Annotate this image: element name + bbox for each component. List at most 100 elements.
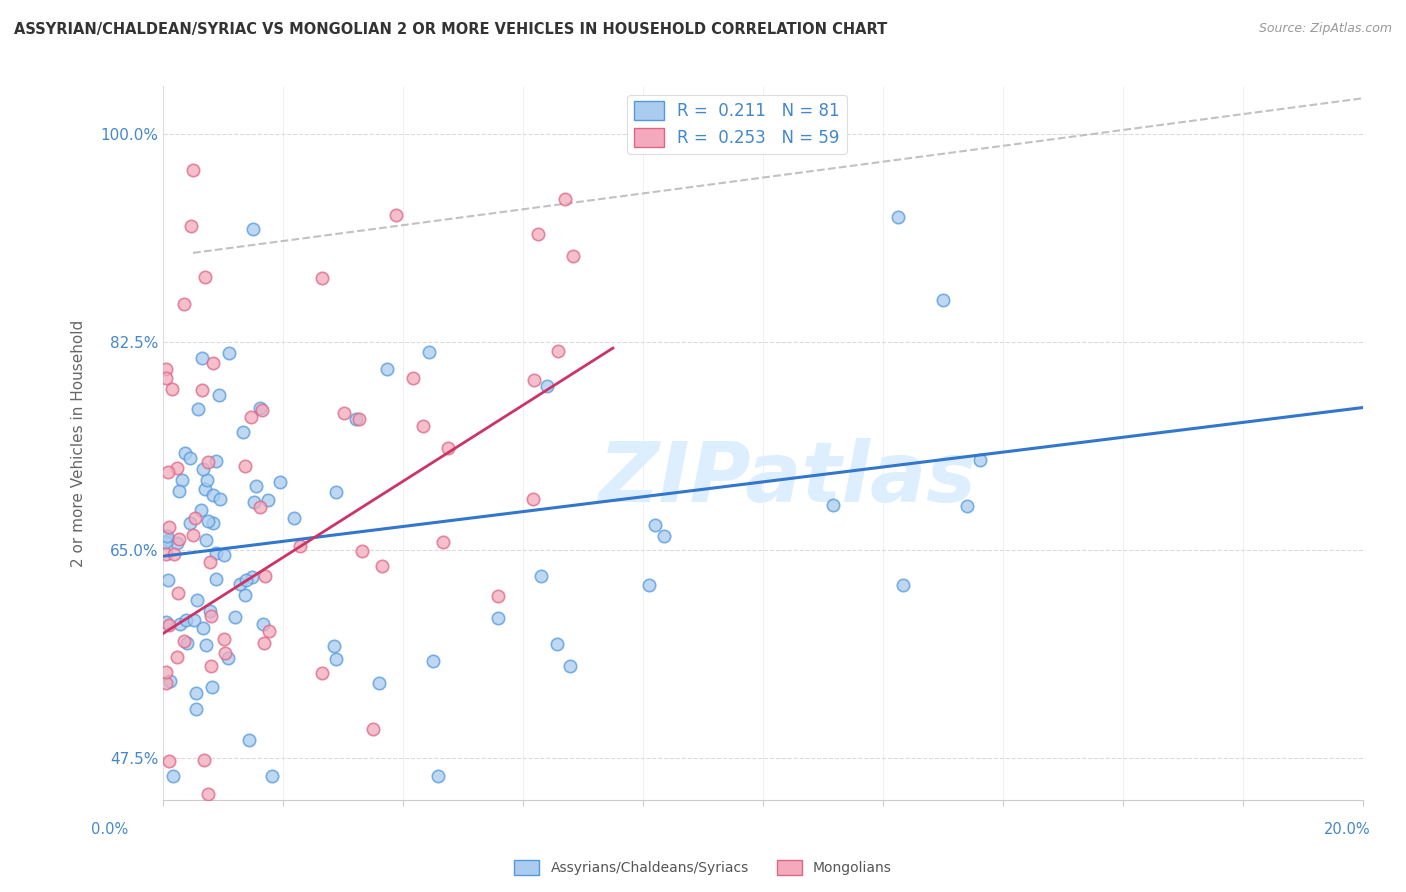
Point — [402, 370, 425, 384]
Point — [546, 637, 568, 651]
Point — [240, 570, 263, 584]
Point — [191, 462, 214, 476]
Point — [194, 269, 217, 284]
Point — [252, 617, 274, 632]
Point — [200, 680, 222, 694]
Point — [176, 636, 198, 650]
Point — [208, 388, 231, 402]
Point — [250, 402, 273, 417]
Point — [170, 473, 193, 487]
Text: ZIPatlas: ZIPatlas — [598, 438, 976, 519]
Point — [436, 441, 458, 455]
Point — [235, 573, 257, 587]
Point — [311, 271, 333, 285]
Point — [242, 222, 264, 236]
Point — [159, 674, 181, 689]
Point — [385, 208, 408, 222]
Point — [195, 473, 218, 487]
Point — [527, 227, 550, 241]
Point — [155, 547, 177, 561]
Point — [344, 411, 367, 425]
Point — [214, 632, 236, 646]
Point — [186, 593, 208, 607]
Point — [422, 654, 444, 668]
Point — [240, 409, 263, 424]
Text: Source: ZipAtlas.com: Source: ZipAtlas.com — [1258, 22, 1392, 36]
Point — [184, 686, 207, 700]
Point — [249, 401, 271, 415]
Legend: Assyrians/Chaldeans/Syriacs, Mongolians: Assyrians/Chaldeans/Syriacs, Mongolians — [509, 855, 897, 880]
Point — [238, 732, 260, 747]
Point — [173, 633, 195, 648]
Point — [180, 219, 202, 234]
Legend: R =  0.211   N = 81, R =  0.253   N = 59: R = 0.211 N = 81, R = 0.253 N = 59 — [627, 95, 846, 153]
Point — [179, 516, 201, 531]
Point — [426, 769, 449, 783]
Point — [361, 722, 384, 736]
Point — [249, 500, 271, 514]
Point — [347, 412, 370, 426]
Point — [486, 611, 509, 625]
Point — [155, 361, 177, 376]
Point — [197, 787, 219, 801]
Point — [197, 514, 219, 528]
Point — [155, 535, 177, 549]
Point — [191, 383, 214, 397]
Point — [179, 450, 201, 465]
Point — [325, 485, 347, 500]
Point — [169, 617, 191, 632]
Point — [166, 535, 188, 549]
Point — [233, 589, 256, 603]
Point — [217, 651, 239, 665]
Point — [200, 658, 222, 673]
Point — [522, 491, 544, 506]
Point — [202, 516, 225, 530]
Point — [174, 446, 197, 460]
Point — [547, 344, 569, 359]
Point — [325, 652, 347, 666]
Point — [191, 621, 214, 635]
Point — [166, 650, 188, 665]
Point — [412, 418, 434, 433]
Point — [891, 578, 914, 592]
Point — [283, 511, 305, 525]
Point — [155, 615, 177, 630]
Point — [371, 559, 394, 574]
Point — [333, 406, 356, 420]
Point — [200, 609, 222, 624]
Point — [523, 373, 546, 387]
Point — [156, 465, 179, 479]
Point — [652, 529, 675, 543]
Point — [205, 453, 228, 467]
Point — [198, 555, 221, 569]
Point — [562, 249, 585, 263]
Point — [157, 533, 180, 548]
Point — [193, 753, 215, 767]
Point — [156, 529, 179, 543]
Point — [212, 548, 235, 562]
Point — [162, 382, 184, 396]
Point — [173, 297, 195, 311]
Point — [197, 455, 219, 469]
Point — [969, 453, 991, 467]
Point — [155, 371, 177, 385]
Point — [167, 532, 190, 546]
Point — [253, 635, 276, 649]
Point — [290, 539, 312, 553]
Point — [637, 578, 659, 592]
Point — [184, 511, 207, 525]
Point — [181, 162, 204, 177]
Point — [166, 461, 188, 475]
Point — [311, 665, 333, 680]
Point — [167, 586, 190, 600]
Point — [243, 495, 266, 509]
Point — [644, 517, 666, 532]
Point — [229, 577, 252, 591]
Point — [887, 211, 910, 225]
Point — [232, 425, 254, 439]
Text: 20.0%: 20.0% — [1324, 822, 1371, 837]
Point — [190, 503, 212, 517]
Point — [162, 769, 184, 783]
Point — [253, 569, 276, 583]
Point — [201, 488, 224, 502]
